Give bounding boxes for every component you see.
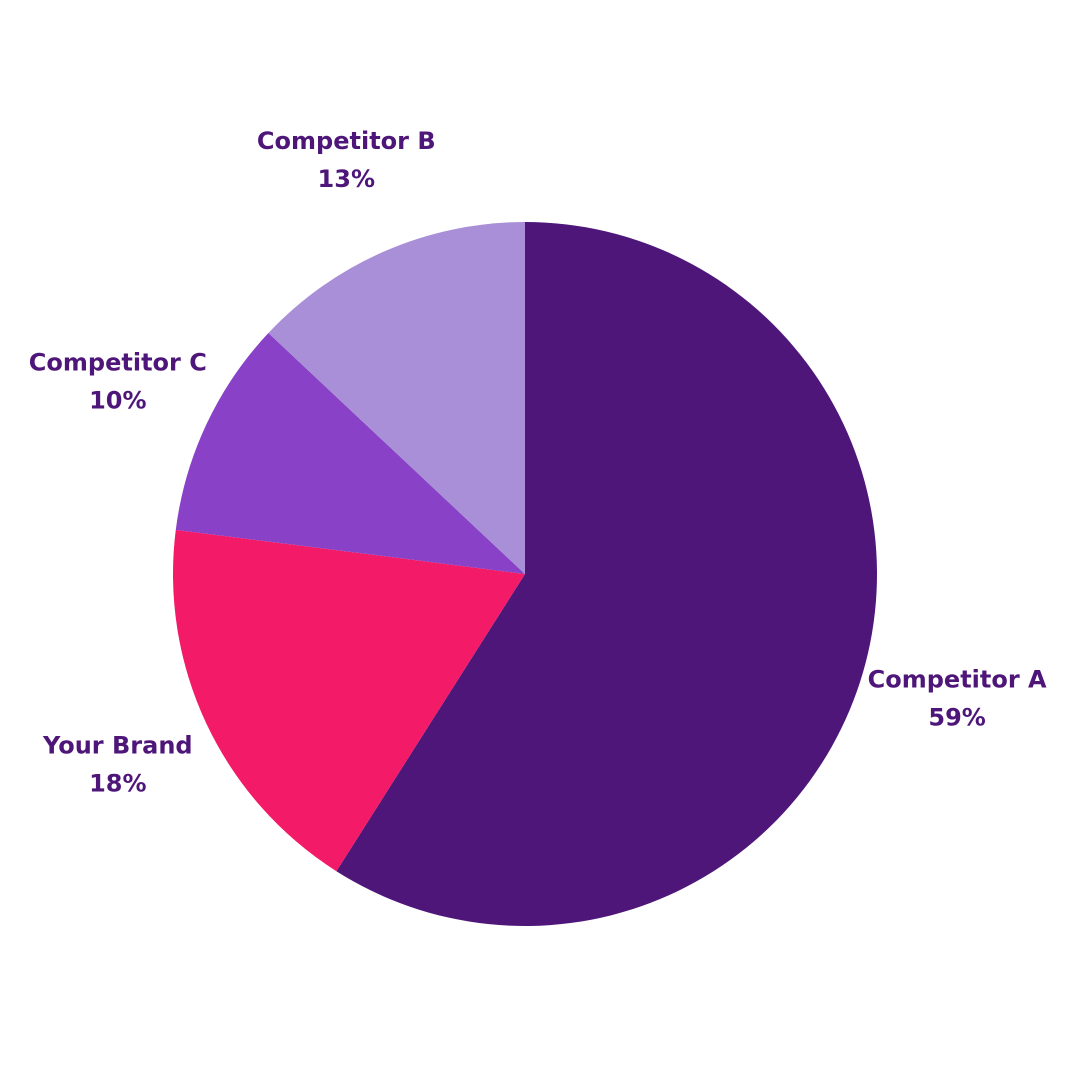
slice-label: Competitor C xyxy=(29,348,207,376)
pie-slice xyxy=(172,529,526,872)
slice-label: Your Brand xyxy=(42,732,193,760)
slice-value-label: 10% xyxy=(89,386,146,414)
slice-value-label: 59% xyxy=(928,704,985,732)
slice-label: Competitor A xyxy=(868,666,1047,694)
slice-label: Competitor B xyxy=(257,127,436,155)
slice-value-label: 13% xyxy=(318,165,375,193)
pie-slice xyxy=(175,333,525,574)
pie-slice xyxy=(336,222,877,926)
pie-slice xyxy=(268,222,525,574)
slice-value-label: 18% xyxy=(89,770,146,798)
